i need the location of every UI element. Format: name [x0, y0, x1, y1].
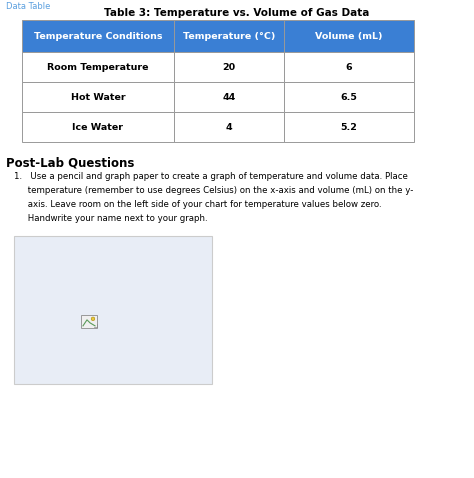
Bar [174, 20, 284, 52]
Text: Handwrite your name next to your graph.: Handwrite your name next to your graph. [14, 214, 208, 223]
Text: temperature (remember to use degrees Celsius) on the x-axis and volume (mL) on t: temperature (remember to use degrees Cel… [14, 186, 413, 195]
Bar [284, 20, 414, 52]
Text: 20: 20 [222, 63, 236, 72]
Bar [22, 112, 174, 142]
Text: Data Table: Data Table [6, 2, 50, 11]
Bar [174, 82, 284, 112]
Text: Table 3: Temperature vs. Volume of Gas Data: Table 3: Temperature vs. Volume of Gas D… [104, 8, 370, 18]
Text: Ice Water: Ice Water [73, 122, 124, 131]
Text: Volume (mL): Volume (mL) [315, 32, 383, 41]
Text: Post-Lab Questions: Post-Lab Questions [6, 156, 134, 169]
Bar [174, 52, 284, 82]
Bar [14, 236, 212, 384]
Bar [284, 112, 414, 142]
Text: 44: 44 [222, 93, 236, 101]
Text: Temperature Conditions: Temperature Conditions [34, 32, 162, 41]
Circle shape [91, 317, 95, 321]
Bar [22, 82, 174, 112]
Bar [284, 52, 414, 82]
Bar [174, 112, 284, 142]
Bar [22, 20, 174, 52]
Text: Hot Water: Hot Water [71, 93, 125, 101]
Bar [81, 315, 97, 328]
Bar [284, 82, 414, 112]
Text: Room Temperature: Room Temperature [47, 63, 149, 72]
Text: 1.   Use a pencil and graph paper to create a graph of temperature and volume da: 1. Use a pencil and graph paper to creat… [14, 172, 408, 181]
Text: Temperature (°C): Temperature (°C) [183, 32, 275, 41]
Text: 6: 6 [346, 63, 352, 72]
Text: axis. Leave room on the left side of your chart for temperature values below zer: axis. Leave room on the left side of you… [14, 200, 382, 209]
Bar [22, 52, 174, 82]
Text: 4: 4 [226, 122, 232, 131]
Text: 6.5: 6.5 [340, 93, 357, 101]
Text: 5.2: 5.2 [340, 122, 357, 131]
